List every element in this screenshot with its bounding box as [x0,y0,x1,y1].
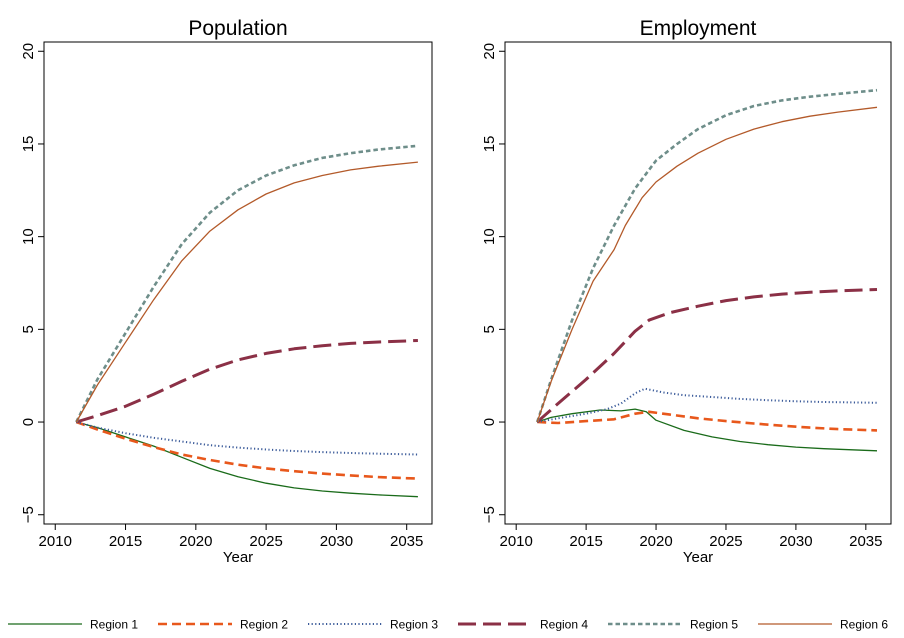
panel-2-x-tick-label: 2035 [849,533,882,550]
panel-2-x-tick-label: 2010 [500,533,533,550]
panel-1-title: Population [188,17,287,40]
panel-1-x-tick-label: 2025 [249,533,282,550]
panel-1-x-tick-label: 2020 [179,533,212,550]
panel-2-y-tick-label: 0 [481,418,498,426]
panel-1-y-tick-label: 5 [20,325,37,333]
legend-label-region-2: Region 2 [240,618,288,632]
panel-2-series-region-2-line [537,410,878,432]
panel-2-x-tick-label: 2025 [709,533,742,550]
legend-label-region-4: Region 4 [540,618,588,632]
panel-2-series-region-4-line [536,288,878,424]
panel-2-series-region-5-line [535,88,878,423]
panel-2-y-tick-label: 5 [481,325,498,333]
panel-1-series-region-5-line [75,144,419,423]
panel-2-y-tick-label: 20 [481,43,498,60]
legend-label-region-3: Region 3 [390,618,438,632]
panel-2-x-tick-label: 2015 [569,533,602,550]
panel-1-series-region-4-line [75,339,418,424]
panel-1-series-region-1-line [76,421,418,498]
panel-2-series-region-1-line [536,408,878,452]
panel-2-series-region-6-line [536,106,878,423]
panel-1-series-region-2-line [75,420,418,480]
panel-2-y-tick-label: 15 [481,136,498,153]
panel-2-x-tick-label: 2030 [779,533,812,550]
panel-2-x-tick-label: 2020 [639,533,672,550]
panel-1-y-tick-label: 10 [20,228,37,245]
panel-2-plot-frame [504,41,892,525]
panel-2-x-axis-label: Year [683,549,713,566]
legend-label-region-1: Region 1 [90,618,138,632]
legend-label-region-5: Region 5 [690,618,738,632]
panel-1-series-region-3-line [76,421,418,456]
panel-2-y-tick-label: 10 [481,228,498,245]
panel-1-y-tick-label: 20 [20,43,37,60]
panel-2-title: Employment [640,17,757,40]
panel-1-x-axis-label: Year [223,549,253,566]
panel-1-y-tick-label: 15 [20,136,37,153]
panel-2-y-tick-label: −5 [481,506,498,523]
panel-1-x-tick-label: 2010 [39,533,72,550]
panel-1-x-tick-label: 2035 [390,533,423,550]
panel-1-plot-frame [43,41,433,525]
panel-1-y-tick-label: −5 [20,506,37,523]
panel-1-x-tick-label: 2015 [109,533,142,550]
legend-label-region-6: Region 6 [840,618,888,632]
panel-1-y-tick-label: 0 [20,418,37,426]
panel-1-series-region-6-line [75,161,418,423]
panel-1-x-tick-label: 2030 [320,533,353,550]
panel-2-series-region-3-line [537,387,878,423]
